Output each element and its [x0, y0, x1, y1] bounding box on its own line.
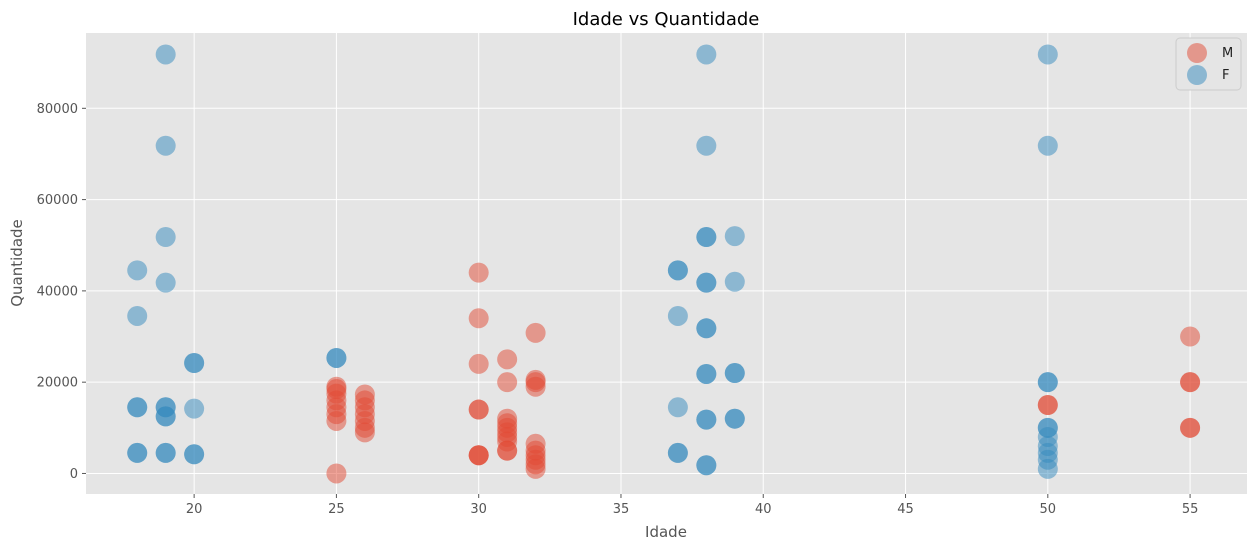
data-point-f: [667, 442, 688, 463]
x-tick-label: 20: [186, 502, 203, 517]
data-point-m: [326, 463, 347, 484]
data-point-m: [326, 379, 347, 400]
y-tick-label: 20000: [37, 376, 78, 391]
x-axis-label: Idade: [645, 523, 687, 541]
data-point-f: [127, 260, 148, 281]
data-point-f: [127, 305, 148, 326]
y-tick-label: 0: [70, 467, 78, 482]
legend-marker-f: [1187, 65, 1207, 85]
data-point-m: [468, 262, 489, 283]
data-point-m: [1037, 395, 1058, 415]
data-point-f: [326, 347, 347, 368]
data-point-f: [184, 398, 205, 419]
y-tick-label: 60000: [37, 193, 78, 208]
data-point-f: [696, 363, 717, 384]
y-tick-labels: 0 20000 40000 60000 80000: [37, 102, 86, 482]
data-point-m: [354, 384, 375, 405]
data-point-f: [155, 272, 176, 293]
data-point-m: [525, 376, 546, 397]
y-axis-label: Quantidade: [8, 219, 26, 307]
x-tick-labels: 20 25 30 35 40 45 50 55: [186, 494, 1199, 517]
data-point-m: [1180, 326, 1201, 347]
data-point-f: [696, 135, 717, 156]
data-points: [127, 44, 1201, 484]
legend: M F: [1175, 37, 1242, 91]
data-point-f: [696, 318, 717, 339]
x-tick-label: 25: [328, 502, 345, 517]
data-point-f: [1037, 458, 1058, 479]
data-point-f: [155, 135, 176, 156]
data-point-f: [724, 271, 745, 292]
y-tick-label: 80000: [37, 102, 78, 117]
data-point-f: [696, 44, 717, 65]
data-point-f: [155, 44, 176, 65]
x-tick-label: 40: [755, 502, 772, 517]
data-point-f: [724, 363, 745, 384]
data-point-f: [127, 397, 148, 418]
data-point-f: [155, 227, 176, 248]
y-tick-label: 40000: [37, 284, 78, 299]
x-tick-label: 45: [897, 502, 914, 517]
plot-background: [86, 33, 1247, 494]
data-point-f: [696, 455, 717, 476]
data-point-f: [127, 442, 148, 463]
data-point-m: [1180, 417, 1201, 438]
series-m: [326, 262, 1201, 484]
chart-title: Idade vs Quantidade: [573, 9, 760, 30]
data-point-f: [1037, 135, 1058, 156]
data-point-f: [155, 406, 176, 427]
data-point-f: [184, 353, 205, 373]
data-point-m: [468, 308, 489, 329]
data-point-f: [184, 444, 205, 465]
data-point-m: [497, 440, 518, 461]
data-point-f: [696, 227, 717, 248]
data-point-f: [696, 409, 717, 430]
data-point-m: [468, 445, 489, 466]
data-point-f: [724, 408, 745, 429]
legend-label-m: M: [1222, 46, 1233, 61]
data-point-f: [696, 272, 717, 293]
x-tick-label: 30: [470, 502, 487, 517]
series-f: [127, 44, 1058, 479]
data-point-f: [667, 260, 688, 281]
data-point-m: [497, 372, 518, 393]
legend-marker-m: [1187, 43, 1207, 63]
data-point-m: [468, 399, 489, 420]
data-point-f: [667, 305, 688, 326]
data-point-m: [497, 349, 518, 370]
data-point-f: [1037, 44, 1058, 65]
data-point-f: [724, 226, 745, 247]
x-tick-label: 55: [1182, 502, 1199, 517]
data-point-m: [525, 458, 546, 479]
data-point-m: [468, 353, 489, 374]
data-point-f: [155, 442, 176, 463]
legend-label-f: F: [1222, 68, 1229, 83]
data-point-m: [525, 322, 546, 343]
data-point-m: [1180, 372, 1201, 393]
data-point-f: [1037, 372, 1058, 393]
x-tick-label: 35: [613, 502, 630, 517]
data-point-f: [667, 397, 688, 418]
x-tick-label: 50: [1040, 502, 1057, 517]
